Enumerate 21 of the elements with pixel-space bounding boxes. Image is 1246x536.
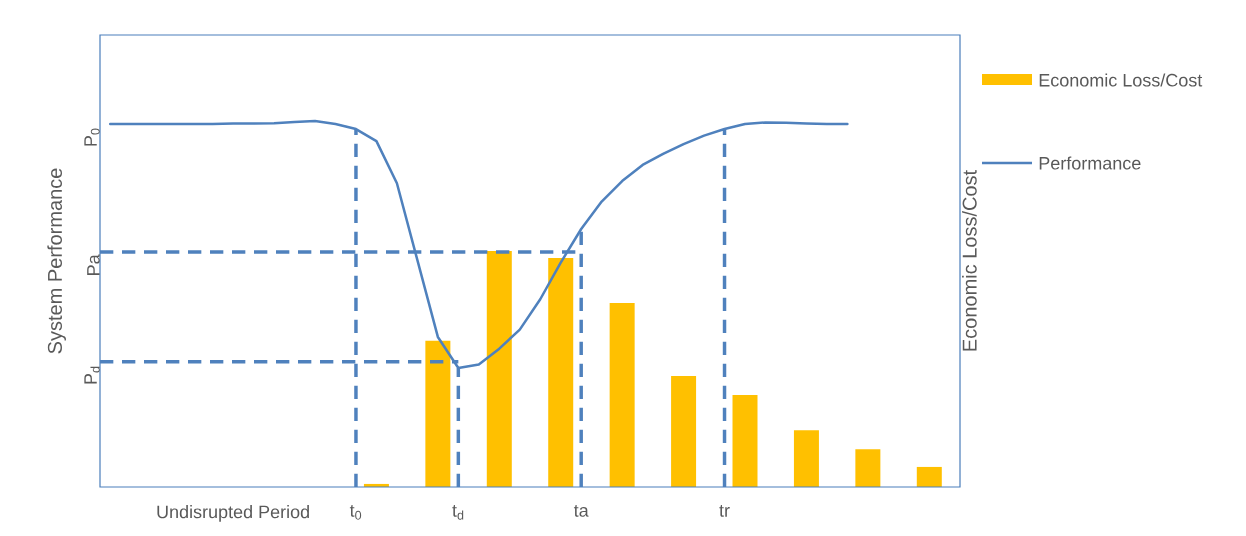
y2-axis-title: Economic Loss/Cost: [962, 170, 977, 351]
bar: [425, 340, 451, 487]
bar: [609, 302, 635, 487]
ref-line-label: Pa: [87, 254, 100, 275]
x-tick-label: ta: [573, 505, 589, 517]
x-tick-label: Undisrupted Period: [157, 505, 309, 522]
bar: [732, 394, 758, 487]
bar: [548, 258, 574, 487]
bar: [486, 250, 512, 487]
bar: [671, 376, 697, 487]
bar: [916, 466, 942, 487]
x-tick-label: t$_{d}$: [452, 505, 464, 520]
ref-line-label: P$_{d}$: [84, 366, 100, 384]
text: P$_{0}$: [84, 128, 100, 146]
legend-label: Performance: [1039, 156, 1141, 170]
y-axis-title: System Performance: [47, 168, 66, 354]
bar: [793, 430, 819, 487]
x-tick-label: t$_{0}$: [349, 505, 362, 520]
bar: [855, 449, 881, 487]
legend-label: Economic Loss/Cost: [1039, 73, 1203, 87]
x-tick-label: tr: [719, 505, 730, 517]
